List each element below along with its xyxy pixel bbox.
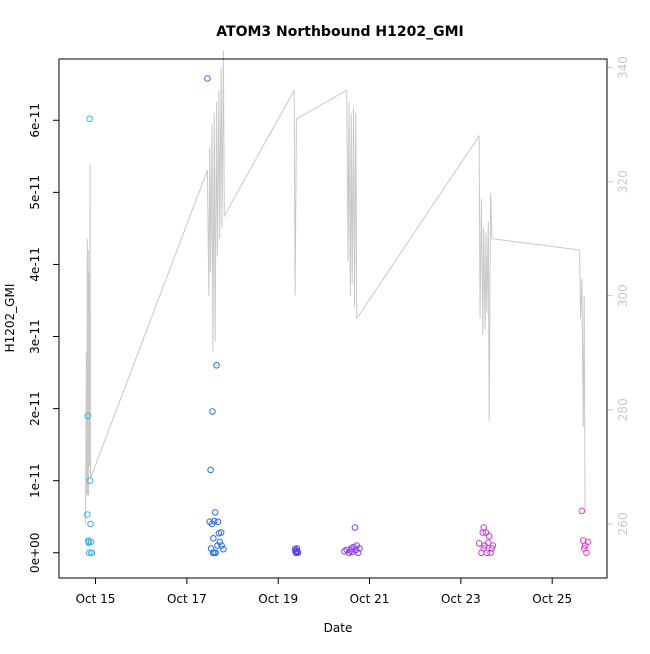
- series-4-point-8: [485, 532, 493, 540]
- chart-title: ATOM3 Northbound H1202_GMI: [216, 24, 463, 40]
- x-axis-label: Date: [324, 621, 353, 635]
- y-tick-label-0: 0e+00: [28, 533, 42, 573]
- series-0-point-10: [88, 549, 96, 557]
- series-1-point-2: [209, 408, 216, 415]
- x-tick-label-0: Oct 15: [76, 592, 116, 606]
- series-5-point-5: [580, 545, 588, 552]
- series-1-point-16: [216, 538, 224, 546]
- series-4-point-12: [480, 545, 488, 552]
- series-0-point-4: [85, 549, 93, 557]
- series-1-point-1: [207, 466, 214, 474]
- series-1-point-3: [213, 362, 220, 369]
- y2-tick-label-0: 260: [616, 512, 630, 535]
- series-4-point-10: [488, 545, 496, 552]
- series-5-point-0: [578, 507, 586, 515]
- series-1-point-9: [210, 535, 217, 542]
- y2-tick-label-3: 320: [616, 170, 630, 193]
- axes-layer: Oct 15 Oct 17 Oct 19 Oct 21 Oct 23 Oct 25 0e+0…: [28, 56, 630, 606]
- y-tick-label-4: 4e-11: [28, 247, 42, 282]
- y-tick-label-1: 1e-11: [28, 463, 42, 498]
- series-6-line: [84, 50, 586, 524]
- series-4-point-6: [483, 549, 491, 557]
- series-0-point-5: [86, 115, 93, 123]
- series-1-point-8: [214, 518, 222, 526]
- series-4-point-0: [475, 540, 483, 547]
- x-tick-label-4: Oct 23: [441, 592, 481, 606]
- series-3-point-11: [347, 547, 354, 554]
- series-1-point-17: [218, 542, 225, 549]
- series-0-point-0: [84, 511, 91, 518]
- series-0-point-6: [86, 477, 94, 484]
- series-1-point-6: [210, 517, 218, 525]
- series-0-point-7: [87, 520, 94, 528]
- series-2-point-4: [293, 545, 301, 552]
- series-1-point-19: [210, 549, 218, 557]
- plot-frame: [58, 58, 608, 579]
- plot-layer: [84, 50, 592, 557]
- series-5-point-4: [584, 538, 592, 546]
- series-1-point-11: [217, 529, 225, 536]
- y2-tick-label-2: 300: [616, 284, 630, 307]
- x-tick-label-5: Oct 25: [532, 592, 572, 606]
- series-4-point-7: [484, 539, 492, 546]
- series-3-point-10: [356, 545, 363, 552]
- y-tick-label-5: 5e-11: [28, 175, 42, 210]
- series-1-point-18: [220, 545, 227, 553]
- x-tick-label-1: Oct 17: [167, 592, 207, 606]
- series-0-point-1: [84, 412, 92, 420]
- x-tick-label-3: Oct 21: [350, 592, 390, 606]
- y-tick-label-6: 6e-11: [28, 103, 42, 138]
- y-axis-label: H1202_GMI: [3, 284, 17, 353]
- series-4-point-9: [487, 549, 494, 557]
- series-1-point-7: [211, 509, 219, 516]
- series-0-point-11: [85, 539, 92, 546]
- series-3-point-9: [354, 549, 362, 557]
- series-2-point-6: [294, 549, 302, 557]
- y-tick-label-2: 2e-11: [28, 391, 42, 426]
- y2-tick-label-1: 280: [616, 398, 630, 421]
- series-1-point-12: [207, 545, 215, 552]
- series-3-point-6: [351, 524, 359, 531]
- series-1-point-0: [204, 75, 211, 82]
- x-tick-label-2: Oct 19: [258, 592, 298, 606]
- series-4-point-11: [489, 542, 497, 549]
- y-tick-label-3: 3e-11: [28, 319, 42, 354]
- y2-tick-label-4: 340: [616, 56, 630, 79]
